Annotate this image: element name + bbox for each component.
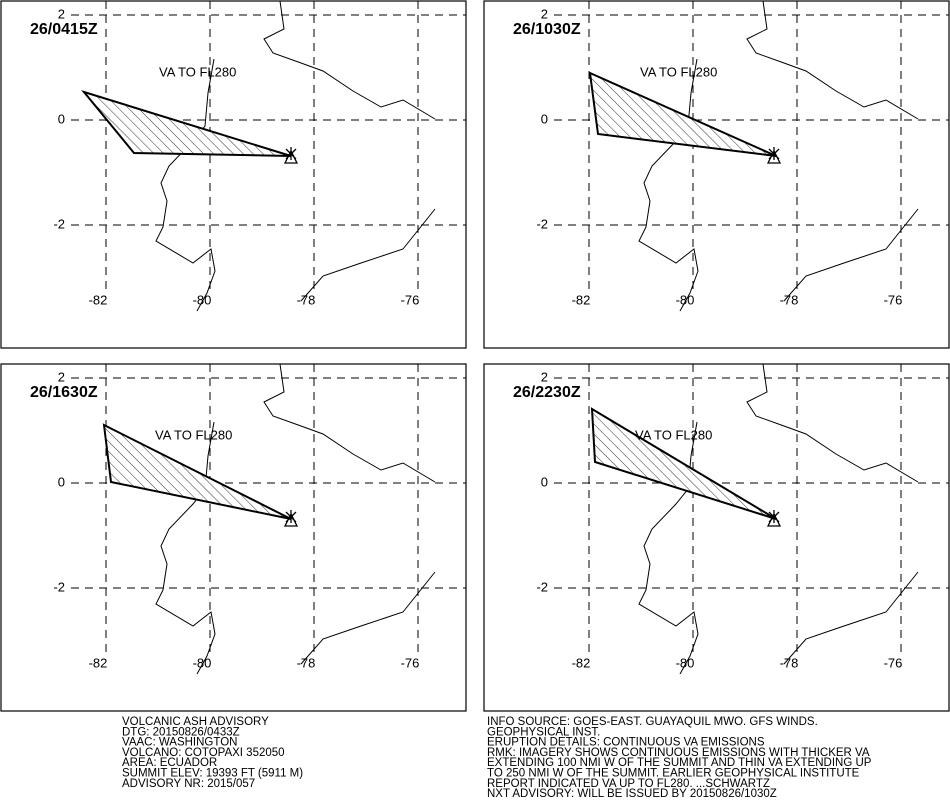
volcano-symbol (766, 147, 782, 164)
coastline (783, 571, 919, 665)
lat-tick-label: -2 (53, 579, 65, 594)
lat-tick-label: -2 (536, 579, 548, 594)
lon-tick-label: -82 (572, 292, 591, 307)
panel-frame (483, 363, 950, 712)
lon-tick-label: -78 (780, 655, 799, 670)
valid-time: 26/0415Z (30, 21, 98, 38)
lat-tick-label: 2 (58, 6, 65, 21)
plume-label: VA TO FL280 (155, 427, 232, 442)
ash-plume (102, 423, 292, 520)
advisory-line: AREA: ECUADOR (122, 757, 217, 769)
lon-tick-label: -80 (676, 655, 695, 670)
lat-tick-label: 2 (541, 6, 548, 21)
panel-frame (483, 0, 950, 349)
advisory-line: VOLCANIC ASH ADVISORY (122, 716, 269, 728)
lon-tick-label: -82 (572, 655, 591, 670)
lat-tick-label: 2 (541, 369, 548, 384)
valid-time: 26/2230Z (513, 384, 581, 401)
lat-tick-label: -2 (536, 216, 548, 231)
advisory-line: DTG: 20150826/0433Z (122, 726, 240, 738)
coastline (155, 58, 216, 312)
volcano-symbol (283, 147, 299, 164)
lon-tick-label: -82 (89, 655, 108, 670)
lat-tick-label: 0 (541, 111, 548, 126)
lon-tick-label: -78 (780, 292, 799, 307)
plume-label: VA TO FL280 (159, 64, 236, 79)
advisory-line: VAAC: WASHINGTON (122, 737, 237, 749)
lat-tick-label: 0 (58, 111, 65, 126)
plume-label: VA TO FL280 (635, 427, 712, 442)
advisory-line: VOLCANO: COTOPAXI 352050 (122, 747, 285, 759)
lat-tick-label: 0 (541, 474, 548, 489)
advisory-line: EXTENDING 100 NMI W OF THE SUMMIT AND TH… (487, 757, 872, 769)
lat-tick-label: 0 (58, 474, 65, 489)
ash-plume (81, 90, 292, 157)
lon-tick-label: -78 (297, 292, 316, 307)
lon-tick-label: -76 (401, 655, 420, 670)
lon-tick-label: -76 (401, 292, 420, 307)
lon-tick-label: -80 (676, 292, 695, 307)
coastline (783, 208, 919, 302)
volcano-symbol (283, 510, 299, 527)
lon-tick-label: -76 (884, 655, 903, 670)
coastline (300, 208, 436, 302)
ash-plume (590, 407, 777, 520)
ash-plume (588, 71, 777, 157)
coastline (746, 0, 919, 120)
valid-time: 26/1630Z (30, 384, 98, 401)
map-panel: 2 0 -2 -82 -80 -78 -76 26/1630Z VA TO FL280 (0, 363, 467, 712)
coastline (300, 571, 436, 665)
coastline (638, 58, 699, 312)
map-panel: 2 0 -2 -82 -80 -78 -76 26/1030Z VA TO FL280 (483, 0, 950, 349)
advisory-line: SUMMIT ELEV: 19393 FT (5911 M) (122, 768, 303, 780)
lon-tick-label: -76 (884, 292, 903, 307)
lat-tick-label: -2 (53, 216, 65, 231)
coastline (263, 0, 436, 120)
lon-tick-label: -80 (193, 655, 212, 670)
lon-tick-label: -80 (193, 292, 212, 307)
panel-frame (0, 363, 467, 712)
advisory-line: ERUPTION DETAILS: CONTINUOUS VA EMISSION… (487, 737, 765, 749)
advisory-line: INFO SOURCE: GOES-EAST. GUAYAQUIL MWO. G… (487, 716, 818, 728)
lon-tick-label: -82 (89, 292, 108, 307)
lon-tick-label: -78 (297, 655, 316, 670)
map-panel: 2 0 -2 -82 -80 -78 -76 26/0415Z VA TO FL280 (0, 0, 467, 349)
advisory-line: NXT ADVISORY: WILL BE ISSUED BY 20150826… (487, 788, 777, 800)
plume-label: VA TO FL280 (640, 64, 717, 79)
valid-time: 26/1030Z (513, 21, 581, 38)
lat-tick-label: 2 (58, 369, 65, 384)
advisory-line: TO 250 NMI W OF THE SUMMIT. EARLIER GEOP… (487, 768, 860, 780)
advisory-line: RMK: IMAGERY SHOWS CONTINUOUS EMISSIONS … (487, 747, 870, 759)
coastline (746, 363, 919, 483)
coastline (263, 363, 436, 483)
map-panel: 2 0 -2 -82 -80 -78 -76 26/2230Z VA TO FL280 (483, 363, 950, 712)
advisory-line: ADVISORY NR: 2015/057 (122, 778, 255, 790)
volcano-symbol (766, 510, 782, 527)
advisory-line: GEOPHYSICAL INST. (487, 726, 600, 738)
advisory-line: REPORT INDICATED VA UP TO FL280. ...SCHW… (487, 778, 770, 790)
panel-frame (0, 0, 467, 349)
